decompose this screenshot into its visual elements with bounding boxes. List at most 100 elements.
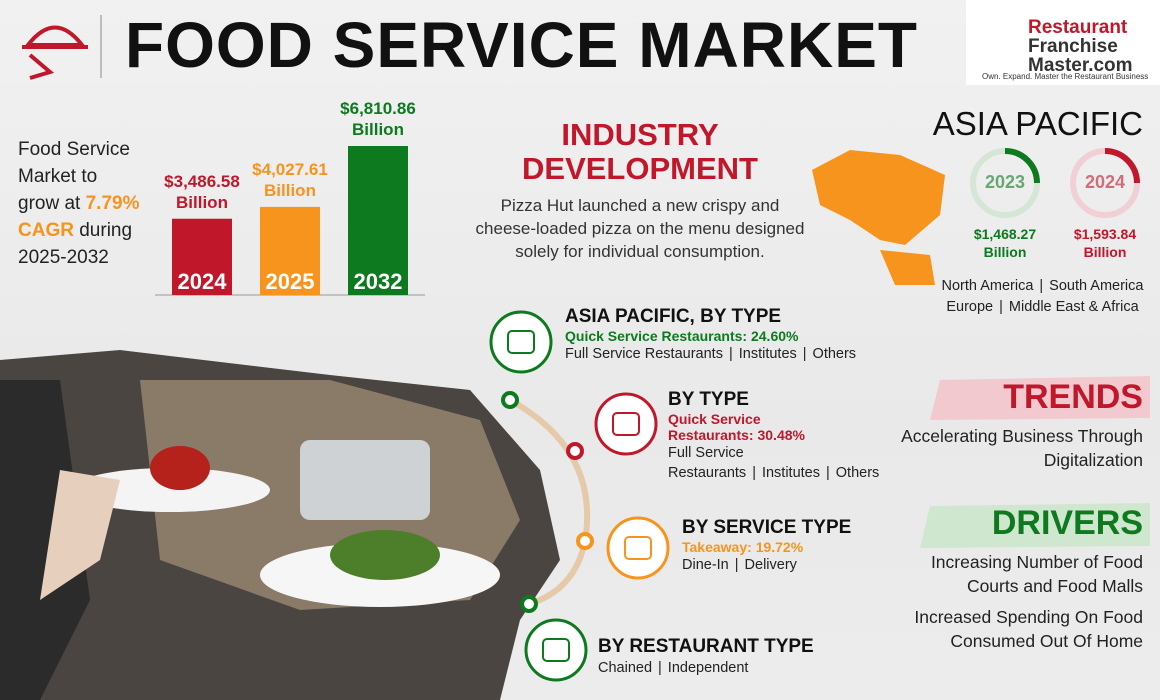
bar-value-label: $3,486.58	[164, 171, 240, 191]
segment-others: Full Service Restaurants | Institutes | Othe…	[565, 344, 865, 364]
highlight-share: 24.60%	[750, 328, 799, 344]
segment-other: Chained	[598, 660, 653, 676]
cagr: 7.79%	[85, 193, 140, 214]
segment: BY TYPE Quick Service Restaurants: 30.48%…	[668, 389, 879, 483]
trends: TRENDS Accelerating Business Through Digi…	[883, 378, 1143, 472]
segment-icon	[606, 516, 670, 580]
segment-other: Delivery	[744, 557, 797, 573]
separator: |	[734, 557, 739, 573]
intro-text: Food Service Market to grow at	[18, 139, 130, 214]
intro: Food Service Market to grow at 7.79% CAG…	[18, 136, 143, 271]
highlight-share: 19.72%	[755, 539, 804, 555]
drivers-title: DRIVERS	[991, 504, 1143, 542]
logo-line: Master.com	[1028, 55, 1133, 76]
colon: :	[748, 427, 758, 443]
logo-tagline: Own. Expand. Master the Restaurant Busin…	[982, 72, 1149, 81]
segment-title: ASIA PACIFIC, BY TYPE	[565, 306, 782, 327]
cagr-word: CAGR	[18, 220, 74, 241]
timeline-dot	[520, 595, 538, 613]
segment-other: Full Service Restaurants	[565, 346, 723, 362]
drivers-item: Increased Spending On Food Consumed Out …	[914, 607, 1143, 651]
region: Europe	[946, 299, 994, 315]
highlight-name: Takeaway	[682, 539, 748, 555]
bar	[348, 146, 408, 295]
separator: |	[658, 660, 662, 676]
drivers: DRIVERS Increasing Number of Food Courts …	[883, 504, 1143, 653]
segment-icon	[524, 618, 588, 682]
bar-year: 2024	[177, 269, 227, 294]
region: North America	[941, 278, 1034, 294]
header-icon	[22, 25, 88, 80]
segment-highlight: Quick Service Restaurants: 30.48%	[668, 411, 843, 443]
bar-value: $4,027.61 Billion	[220, 159, 360, 201]
segment-others: Full Service Restaurants | Institutes | Othe…	[668, 443, 879, 483]
segment-other: Full Service Restaurants	[668, 445, 747, 481]
ring-value-label: $1,593.84	[1073, 226, 1137, 242]
bar-value: $3,486.58 Billion	[132, 171, 272, 213]
logo: Restaurant Franchise Master.com Own. Expan…	[966, 0, 1160, 85]
separator: |	[728, 346, 733, 362]
segment: BY RESTAURANT TYPE Chained | Independent	[598, 636, 898, 678]
title: FOOD SERVICE MARKET	[125, 9, 918, 81]
segment-icon	[594, 392, 658, 456]
bar	[260, 206, 320, 295]
colon: :	[742, 328, 751, 344]
segment-icon-glyph	[507, 330, 535, 354]
bar	[172, 218, 232, 295]
asia-map	[812, 150, 945, 285]
segment-other: Institutes	[761, 465, 820, 481]
timeline-dot	[501, 391, 519, 409]
drivers-banner	[920, 503, 1150, 548]
highlight-name: Quick Service Restaurants	[668, 411, 761, 443]
bar-value: $6,810.86 Billion	[308, 98, 448, 140]
separator: |	[1039, 278, 1044, 294]
separator: |	[802, 346, 807, 362]
ring-year: 2024	[1084, 172, 1126, 192]
highlight-share: 30.48%	[757, 427, 805, 443]
industry: INDUSTRY DEVELOPMENT Pizza Hut launched a …	[450, 118, 830, 263]
asia-title: ASIA PACIFIC	[932, 105, 1143, 142]
photo	[0, 350, 560, 700]
segment-title: BY TYPE	[668, 389, 749, 410]
region: Middle East & Africa	[1008, 299, 1139, 315]
bar-unit: Billion	[352, 120, 404, 139]
segment-title: BY SERVICE TYPE	[682, 517, 852, 538]
segment-other: Independent	[667, 660, 749, 676]
separator: |	[826, 465, 830, 481]
separator: |	[752, 465, 756, 481]
timeline	[508, 397, 591, 607]
segment-others: Chained | Independent	[598, 658, 898, 678]
segment: ASIA PACIFIC, BY TYPE Quick Service Resta…	[565, 306, 865, 364]
logo-text: Restaurant Franchise Master.com	[1028, 18, 1133, 75]
segment-highlight: Quick Service Restaurants: 24.60%	[565, 328, 865, 344]
ring-unit: Billion	[983, 244, 1027, 260]
ring-value: $1,468.27 Billion	[955, 225, 1055, 261]
segment-highlight: Takeaway: 19.72%	[682, 539, 982, 555]
trends-banner	[930, 376, 1150, 420]
trends-item: Accelerating Business Through Digitaliza…	[901, 426, 1143, 470]
bar-unit: Billion	[264, 180, 316, 200]
segment-icon-glyph	[612, 412, 640, 436]
segment: BY SERVICE TYPE Takeaway: 19.72% Dine-In | D…	[682, 517, 982, 575]
logo-line: Franchise	[1028, 36, 1118, 57]
segment-others: Dine-In | Delivery	[682, 555, 982, 575]
segment-title: BY RESTAURANT TYPE	[598, 636, 814, 657]
timeline-dot	[566, 442, 584, 460]
bar-year: 2025	[265, 269, 315, 294]
industry-text: Pizza Hut launched a new crispy and chee…	[475, 196, 805, 261]
industry-title: INDUSTRY	[561, 117, 719, 152]
ring-year: 2023	[984, 172, 1026, 192]
drivers-item: Increasing Number of Food Courts and Foo…	[930, 552, 1143, 596]
intro-text: during 2025-2032	[18, 220, 133, 268]
trends-title: TRENDS	[1003, 378, 1143, 416]
bar-value-label: $6,810.86	[340, 99, 416, 118]
segment-other: Dine-In	[682, 557, 729, 573]
bar-value-label: $4,027.61	[252, 159, 328, 179]
ring-value-label: $1,468.27	[973, 226, 1037, 242]
bar-year: 2032	[353, 269, 403, 294]
segment-other: Institutes	[738, 346, 797, 362]
colon: :	[747, 539, 756, 555]
timeline-dot	[576, 532, 594, 550]
